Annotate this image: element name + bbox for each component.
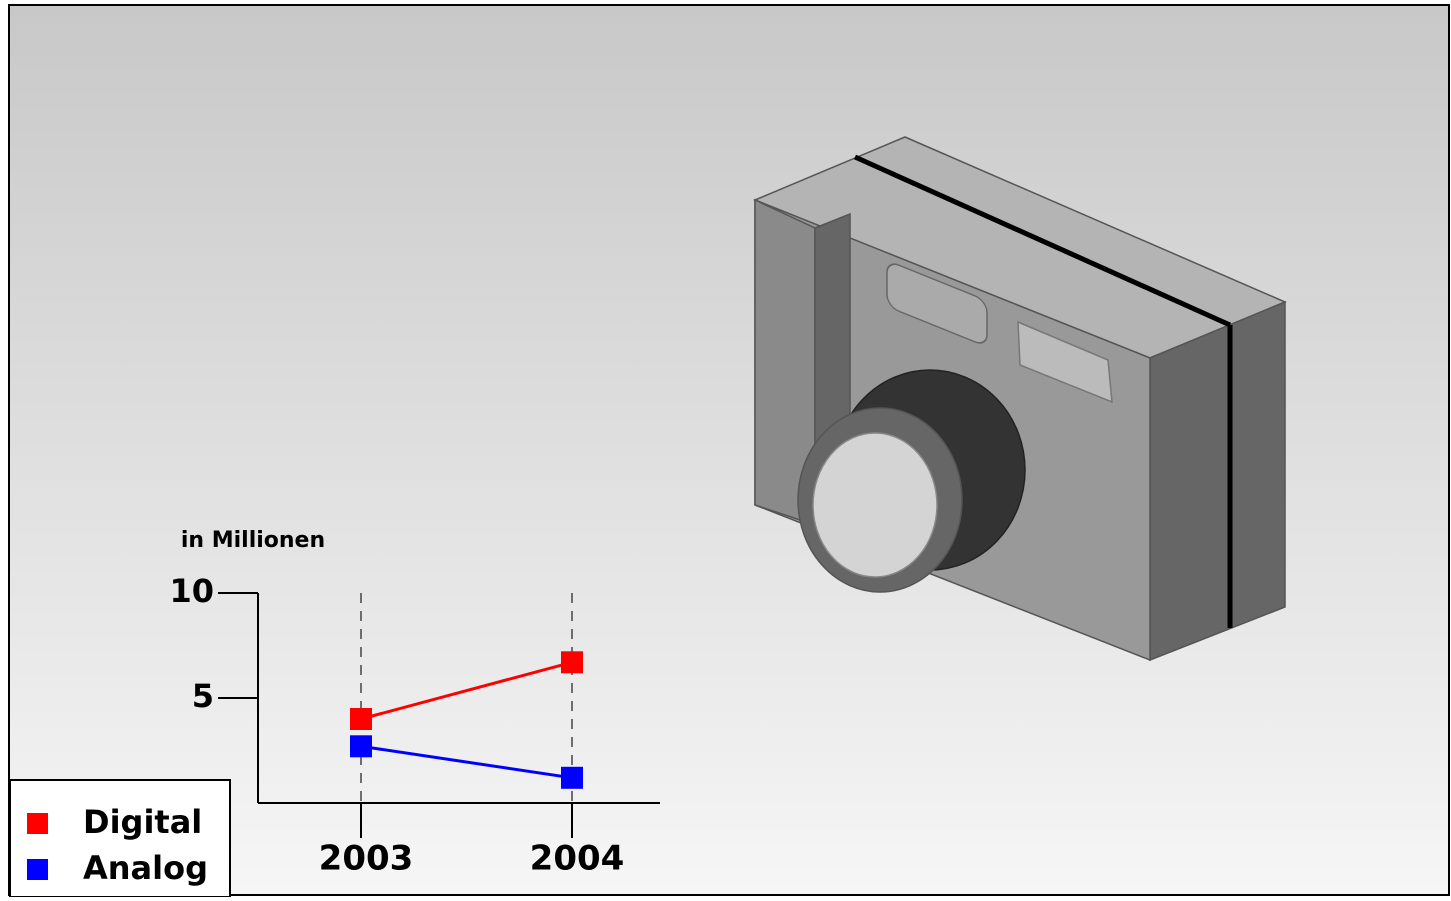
y-axis-label: in Millionen: [181, 528, 325, 553]
x-tick-label: 2004: [530, 839, 625, 879]
legend-label: Analog: [83, 849, 208, 887]
legend-label: Digital: [83, 803, 202, 841]
point: [561, 766, 583, 789]
point: [561, 651, 583, 674]
y-tick-label: 5: [192, 677, 214, 715]
y-tick-label: 10: [169, 572, 214, 610]
series-line: [360, 744, 573, 780]
point: [350, 708, 372, 730]
legend-swatch: [27, 859, 48, 880]
legend-swatch: [27, 813, 48, 834]
camera-illustration: [753, 136, 1287, 662]
series-line: [360, 660, 573, 721]
x-tick-label: 2003: [319, 839, 414, 879]
point: [350, 735, 372, 758]
